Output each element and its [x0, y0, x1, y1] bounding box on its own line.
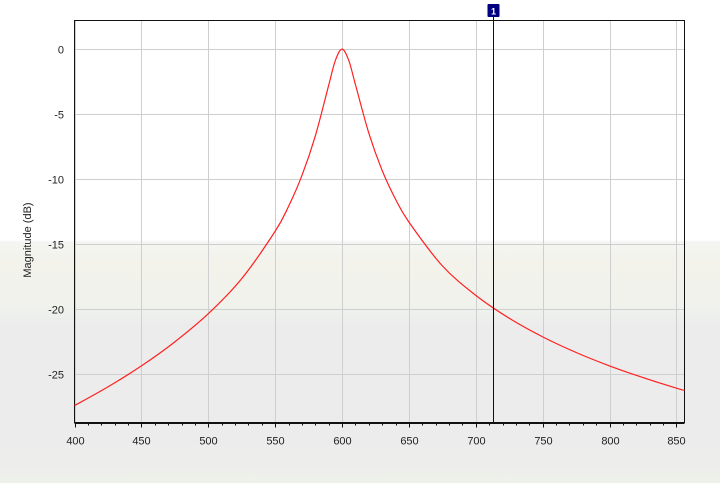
x-tick-label: 700 [467, 436, 485, 448]
x-tick-label: 650 [400, 436, 418, 448]
y-tick-label: -5 [54, 110, 64, 122]
y-tick-label: -15 [48, 240, 64, 252]
x-tick-label: 600 [333, 436, 351, 448]
x-axis: 400 450 500 550 600 650 700 750 800 850 [66, 422, 686, 448]
x-tick-label: 400 [66, 436, 84, 448]
x-tick-label: 550 [266, 436, 284, 448]
x-tick-label: 750 [534, 436, 552, 448]
y-axis: 0 -5 -10 -15 -20 -25 [48, 45, 64, 382]
markers[interactable]: 1 [487, 4, 500, 423]
marker-label: 1 [491, 7, 496, 17]
marker-flag [487, 4, 500, 17]
x-tick-label: 800 [601, 436, 619, 448]
series-line [74, 48, 685, 407]
x-tick-label: 450 [132, 436, 150, 448]
plot-frame [74, 20, 685, 423]
y-tick-label: 0 [58, 45, 64, 57]
y-tick-label: -20 [48, 305, 64, 317]
x-tick-label: 850 [667, 436, 685, 448]
y-tick-label: -10 [48, 175, 64, 187]
y-tick-label: -25 [48, 370, 64, 382]
y-axis-label: Magnitude (dB) [22, 202, 34, 277]
x-tick-label: 500 [199, 436, 217, 448]
grid [74, 20, 685, 423]
